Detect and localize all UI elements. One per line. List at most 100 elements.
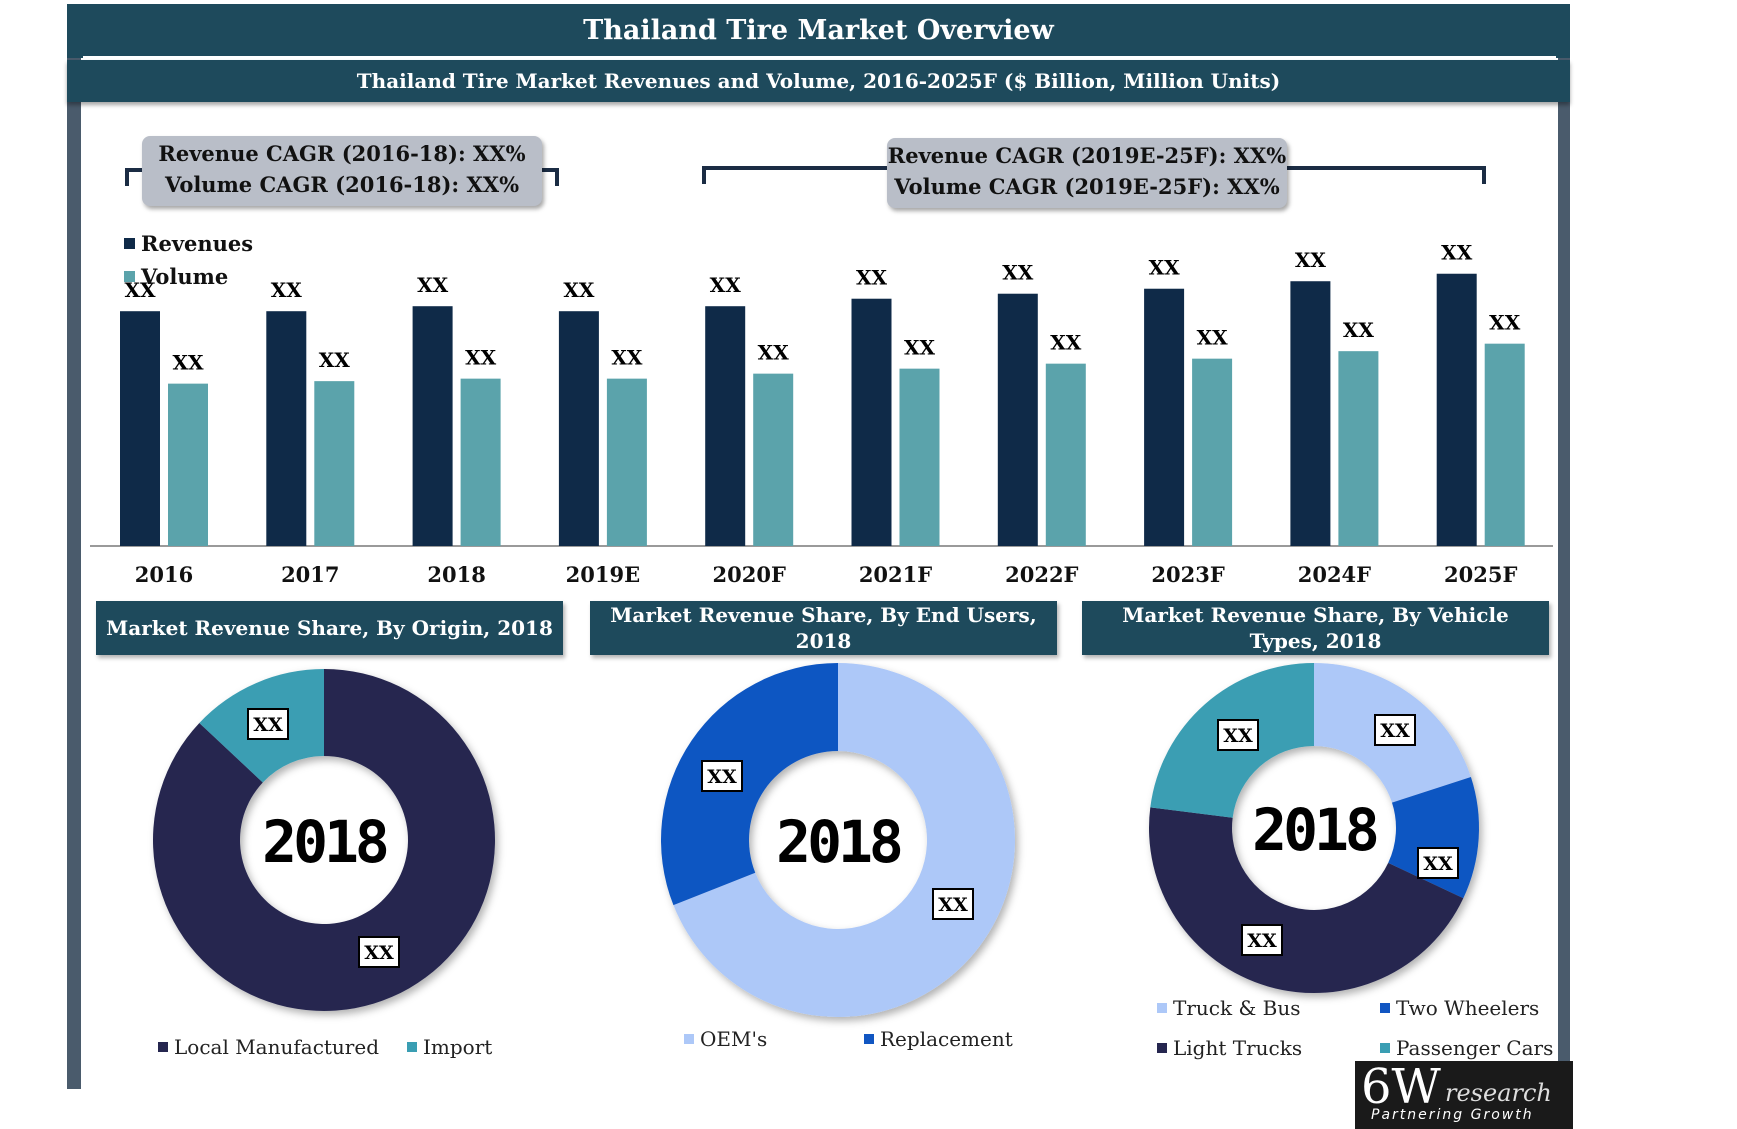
data-label-revenues-2020f: XX xyxy=(710,273,742,297)
cagr-right-volume: Volume CAGR (2019E-25F): XX% xyxy=(894,174,1280,199)
legend-swatch-replacement xyxy=(864,1034,874,1044)
bar-revenues-2025f xyxy=(1436,273,1477,546)
x-tick-label-2023f: 2023F xyxy=(1151,562,1224,587)
donut-2 xyxy=(661,662,1015,1017)
legend-swatch-revenues xyxy=(124,238,135,249)
legend-swatch-truck-bus xyxy=(1157,1003,1167,1013)
data-label-volume-2025f: XX xyxy=(1489,311,1521,335)
data-label-revenues-2025f: XX xyxy=(1441,241,1473,265)
logo-wordmark: research xyxy=(1445,1079,1552,1107)
legend-label-local-manufactured: Local Manufactured xyxy=(174,1035,380,1059)
title-divider xyxy=(83,56,1556,58)
data-label-volume-2023f: XX xyxy=(1197,326,1229,350)
legend-item-two-wheelers: Two Wheelers xyxy=(1380,996,1539,1020)
legend-item-light-trucks: Light Trucks xyxy=(1157,1036,1302,1060)
x-tick-label-2025f: 2025F xyxy=(1444,562,1517,587)
x-tick-label-2024f: 2024F xyxy=(1298,562,1371,587)
donut-center-label: 2018 xyxy=(1252,796,1377,864)
x-tick-label-2021f: 2021F xyxy=(859,562,932,587)
bar-volume-2023f xyxy=(1192,358,1233,546)
slice-label-box xyxy=(932,888,974,920)
legend-swatch-local-manufactured xyxy=(158,1042,168,1052)
bar-revenues-2021f xyxy=(851,298,892,546)
slice-data-label: XX xyxy=(1423,853,1453,875)
data-label-volume-2024f: XX xyxy=(1343,318,1375,342)
bar-revenues-2024f xyxy=(1290,281,1331,546)
data-label-volume-2021f: XX xyxy=(904,336,936,360)
slice-local-manufactured xyxy=(152,669,495,1012)
end-users-chart-title: Market Revenue Share, By End Users, 2018 xyxy=(590,601,1057,655)
x-tick-label-2017: 2017 xyxy=(281,562,339,587)
vehicle-types-chart-title: Market Revenue Share, By Vehicle Types, … xyxy=(1082,601,1549,655)
slice-data-label: XX xyxy=(1380,720,1410,742)
legend-label-light-trucks: Light Trucks xyxy=(1173,1036,1303,1060)
slice-oem-s xyxy=(673,662,1015,1017)
legend-label-replacement: Replacement xyxy=(880,1027,1013,1051)
data-label-volume-2016: XX xyxy=(172,351,204,375)
slice-label-box xyxy=(1374,714,1416,746)
slice-replacement xyxy=(661,663,838,906)
data-label-revenues-2024f: XX xyxy=(1295,248,1327,272)
legend-item-revenues: Revenues xyxy=(124,227,253,260)
slice-data-label: XX xyxy=(1223,725,1253,747)
data-label-revenues-2023f: XX xyxy=(1149,256,1181,280)
page-frame xyxy=(67,4,1570,1089)
bar-volume-2016 xyxy=(168,383,208,546)
data-label-volume-2022f: XX xyxy=(1050,331,1082,355)
legend-swatch-two-wheelers xyxy=(1380,1003,1390,1013)
cagr-left-revenue: Revenue CAGR (2016-18): XX% xyxy=(158,141,526,166)
legend-swatch-light-trucks xyxy=(1157,1043,1167,1053)
slice-data-label: XX xyxy=(253,714,283,736)
legend-swatch-passenger-cars xyxy=(1380,1043,1390,1053)
x-tick-label-2019e: 2019E xyxy=(566,562,640,587)
bar-revenues-2023f xyxy=(1144,288,1185,546)
slice-label-box xyxy=(701,760,743,792)
chart-subtitle: Thailand Tire Market Revenues and Volume… xyxy=(67,60,1570,102)
6w-research-logo: 6W research Partnering Growth xyxy=(1355,1059,1573,1129)
data-label-revenues-2016: XX xyxy=(124,278,156,302)
cagr-left-volume: Volume CAGR (2016-18): XX% xyxy=(164,172,520,197)
legend-label-truck-bus: Truck & Bus xyxy=(1173,996,1301,1020)
data-label-volume-2018: XX xyxy=(465,346,497,370)
data-label-revenues-2021f: XX xyxy=(856,266,888,290)
data-label-volume-2017: XX xyxy=(319,348,351,372)
slice-label-box xyxy=(1241,924,1283,956)
slice-label-box xyxy=(358,936,400,968)
revenue-volume-bar-chart: XX XX 2016 XX XX 2017 XX XX 2018 XX XX 2019E XX XX 202… xyxy=(90,241,1553,587)
bar-revenues-2016 xyxy=(120,311,160,546)
bar-revenues-2022f xyxy=(997,293,1038,546)
data-label-revenues-2022f: XX xyxy=(1002,261,1034,285)
donut-center-label: 2018 xyxy=(262,808,387,876)
slice-label-box xyxy=(1217,719,1259,751)
slice-data-label: XX xyxy=(707,766,737,788)
legend-item-import: Import xyxy=(407,1035,492,1059)
cagr-box-right: Revenue CAGR (2019E-25F): XX% Volume CAG… xyxy=(887,138,1287,208)
legend-swatch-oems xyxy=(684,1034,694,1044)
bar-revenues-2018 xyxy=(412,306,453,546)
legend-label-volume: Volume xyxy=(141,264,229,289)
bar-volume-2018 xyxy=(460,378,501,546)
x-tick-label-2016: 2016 xyxy=(135,562,193,587)
x-tick-label-2022f: 2022F xyxy=(1005,562,1078,587)
donut-center-label: 2018 xyxy=(776,808,901,876)
cagr-box-left: Revenue CAGR (2016-18): XX% Volume CAGR … xyxy=(142,136,542,206)
legend-item-truck-bus: Truck & Bus xyxy=(1157,996,1300,1020)
legend-label-import: Import xyxy=(423,1035,493,1059)
bar-revenues-2020f xyxy=(705,306,746,546)
slice-data-label: XX xyxy=(364,942,394,964)
legend-item-oems: OEM's xyxy=(684,1027,767,1051)
legend-swatch-volume xyxy=(124,271,135,282)
origin-chart-title: Market Revenue Share, By Origin, 2018 xyxy=(96,601,563,655)
legend-label-passenger-cars: Passenger Cars xyxy=(1396,1036,1554,1060)
slice-label-box xyxy=(1417,847,1459,879)
legend-label-two-wheelers: Two Wheelers xyxy=(1396,996,1540,1020)
legend-label-revenues: Revenues xyxy=(141,231,254,256)
bar-volume-2022f xyxy=(1045,363,1086,546)
legend-item-local-manufactured: Local Manufactured xyxy=(158,1035,379,1059)
data-label-volume-2020f: XX xyxy=(758,341,790,365)
slice-data-label: XX xyxy=(938,894,968,916)
logo-mark: 6W xyxy=(1361,1059,1441,1115)
page-title: Thailand Tire Market Overview xyxy=(67,4,1570,58)
